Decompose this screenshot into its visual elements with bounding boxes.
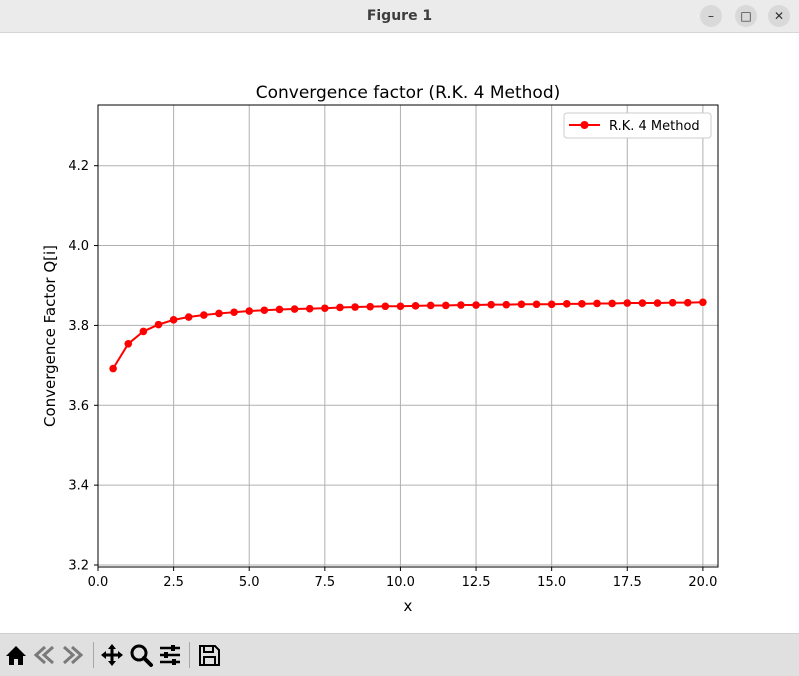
data-point bbox=[124, 339, 133, 348]
zoom-icon[interactable] bbox=[128, 642, 154, 668]
y-tick-label: 4.0 bbox=[68, 239, 89, 254]
data-point bbox=[396, 302, 405, 311]
data-point bbox=[668, 298, 677, 307]
data-point bbox=[608, 299, 616, 308]
y-tick-label: 3.4 bbox=[68, 479, 89, 494]
data-point bbox=[411, 302, 420, 310]
chart-title: Convergence factor (R.K. 4 Method) bbox=[256, 83, 561, 103]
legend-box bbox=[563, 112, 712, 139]
data-point bbox=[290, 305, 299, 313]
chart: 0.0 2.5 5.0 7.5 10.0 12.5 15.0 17.5 20.0 3.2 3.4 3.… bbox=[0, 34, 799, 633]
data-point bbox=[532, 300, 541, 309]
data-point bbox=[321, 304, 329, 313]
data-point bbox=[184, 313, 193, 321]
x-tick-label: 10.0 bbox=[386, 575, 415, 590]
y-tick-label: 3.8 bbox=[68, 319, 89, 334]
y-tick-label: 3.6 bbox=[68, 399, 89, 414]
data-point bbox=[215, 309, 223, 318]
window-title: Figure 1 bbox=[366, 8, 433, 24]
legend: R.K. 4 Method bbox=[563, 112, 712, 139]
maximize-icon: □ bbox=[740, 9, 752, 23]
toolbar-separator bbox=[93, 642, 94, 668]
configure-subplots-icon[interactable] bbox=[157, 642, 183, 668]
data-point bbox=[200, 311, 208, 319]
x-tick-label: 7.5 bbox=[314, 575, 335, 590]
data-point bbox=[578, 300, 586, 308]
data-point bbox=[547, 300, 556, 309]
data-point bbox=[154, 320, 163, 329]
back-icon[interactable] bbox=[31, 642, 57, 668]
y-tick-label: 4.2 bbox=[68, 159, 89, 174]
x-tick-label: 0.0 bbox=[88, 575, 109, 590]
y-tick-label: 3.2 bbox=[68, 559, 89, 574]
data-point bbox=[245, 307, 254, 315]
x-tick-label: 17.5 bbox=[613, 575, 642, 590]
legend-label: R.K. 4 Method bbox=[609, 119, 700, 134]
data-point bbox=[472, 301, 480, 309]
data-point bbox=[336, 303, 344, 312]
y-axis-label: Convergence Factor Q[i] bbox=[41, 245, 59, 427]
x-axis-label: x bbox=[404, 597, 413, 615]
pan-icon[interactable] bbox=[99, 642, 125, 668]
x-tick-label: 15.0 bbox=[537, 575, 566, 590]
legend-marker bbox=[580, 121, 589, 129]
data-point bbox=[139, 327, 148, 336]
home-icon[interactable] bbox=[3, 642, 29, 668]
data-point bbox=[502, 300, 511, 309]
x-tick-label: 20.0 bbox=[688, 575, 717, 590]
maximize-button[interactable]: □ bbox=[735, 5, 757, 27]
data-point bbox=[109, 364, 117, 373]
data-point bbox=[305, 304, 314, 313]
toolbar-separator bbox=[189, 642, 190, 668]
forward-icon[interactable] bbox=[60, 642, 86, 668]
data-point bbox=[623, 299, 632, 307]
x-tick-label: 5.0 bbox=[239, 575, 260, 590]
data-point bbox=[351, 303, 359, 311]
data-point bbox=[169, 316, 178, 324]
series-line bbox=[112, 301, 703, 370]
data-point bbox=[442, 301, 450, 310]
data-point bbox=[653, 299, 662, 307]
x-tick-label: 2.5 bbox=[163, 575, 184, 590]
close-icon: ✕ bbox=[773, 9, 785, 23]
data-point bbox=[517, 300, 526, 309]
data-point bbox=[275, 305, 284, 314]
data-point bbox=[593, 299, 601, 308]
data-point bbox=[638, 299, 647, 307]
data-point bbox=[699, 298, 707, 307]
close-button[interactable]: ✕ bbox=[768, 5, 790, 27]
x-tick-label: 12.5 bbox=[462, 575, 491, 590]
data-point bbox=[260, 306, 269, 315]
data-point bbox=[683, 298, 692, 307]
navigation-toolbar bbox=[0, 633, 799, 676]
data-point bbox=[426, 301, 435, 310]
minimize-icon: – bbox=[708, 9, 714, 23]
window-titlebar: Figure 1 – □ ✕ bbox=[0, 0, 799, 33]
data-point bbox=[381, 302, 390, 311]
data-point bbox=[487, 300, 495, 309]
figure-canvas: 0.0 2.5 5.0 7.5 10.0 12.5 15.0 17.5 20.0 3.2 3.4 3.… bbox=[0, 34, 799, 633]
data-point bbox=[562, 300, 571, 308]
data-point bbox=[230, 308, 238, 317]
minimize-button[interactable]: – bbox=[700, 5, 722, 27]
data-point bbox=[366, 302, 374, 311]
save-icon[interactable] bbox=[196, 642, 222, 668]
data-point bbox=[457, 301, 465, 309]
plot-frame bbox=[97, 104, 719, 568]
